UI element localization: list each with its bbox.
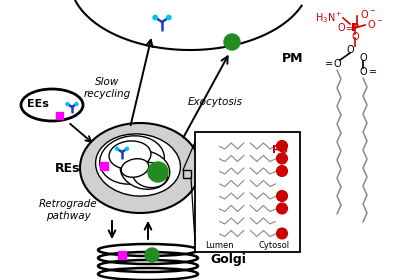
- Text: Cytosol: Cytosol: [259, 241, 290, 251]
- Text: O: O: [333, 59, 341, 69]
- Ellipse shape: [120, 151, 170, 189]
- Bar: [56, 112, 63, 119]
- Circle shape: [276, 228, 288, 239]
- Ellipse shape: [100, 136, 164, 184]
- Circle shape: [208, 228, 218, 239]
- Circle shape: [276, 216, 288, 227]
- Text: Slow
recycling: Slow recycling: [83, 77, 131, 99]
- Circle shape: [208, 190, 218, 202]
- Circle shape: [224, 34, 240, 50]
- Text: REs: REs: [55, 162, 81, 174]
- Text: PS: PS: [272, 145, 288, 155]
- Circle shape: [276, 178, 288, 189]
- Circle shape: [276, 153, 288, 164]
- Bar: [100, 162, 108, 170]
- Circle shape: [208, 203, 218, 214]
- Ellipse shape: [109, 141, 151, 169]
- Text: =: =: [346, 24, 354, 34]
- Text: =: =: [369, 67, 377, 77]
- Text: O: O: [359, 67, 367, 77]
- Text: O: O: [351, 32, 359, 42]
- Circle shape: [276, 190, 288, 202]
- Circle shape: [75, 102, 78, 106]
- Text: Lumen: Lumen: [205, 241, 234, 251]
- Bar: [195, 132, 300, 252]
- Text: P: P: [351, 23, 359, 33]
- Circle shape: [208, 153, 218, 164]
- Circle shape: [276, 203, 288, 214]
- Text: O: O: [337, 23, 345, 33]
- Circle shape: [145, 248, 159, 262]
- Ellipse shape: [121, 159, 149, 177]
- Circle shape: [116, 147, 119, 150]
- Ellipse shape: [96, 134, 180, 196]
- Text: PM: PM: [282, 52, 304, 64]
- Circle shape: [208, 216, 218, 227]
- Text: O: O: [346, 45, 354, 55]
- Circle shape: [148, 162, 168, 182]
- Circle shape: [167, 15, 171, 20]
- Bar: [118, 251, 126, 259]
- Ellipse shape: [132, 162, 168, 188]
- Circle shape: [153, 15, 157, 20]
- Circle shape: [276, 165, 288, 176]
- Bar: [183, 170, 191, 178]
- Circle shape: [208, 141, 218, 151]
- Circle shape: [125, 147, 128, 150]
- Text: =: =: [325, 59, 333, 69]
- Circle shape: [208, 178, 218, 189]
- Text: $\mathregular{O^-}$: $\mathregular{O^-}$: [367, 18, 383, 30]
- Text: Golgi: Golgi: [210, 253, 246, 267]
- Text: $\mathregular{H_3N^+}$: $\mathregular{H_3N^+}$: [315, 11, 343, 25]
- Circle shape: [66, 102, 69, 106]
- Text: EEs: EEs: [27, 99, 49, 109]
- Circle shape: [276, 141, 288, 151]
- Text: O: O: [359, 53, 367, 63]
- Text: $\mathregular{O^-}$: $\mathregular{O^-}$: [360, 8, 376, 20]
- Circle shape: [208, 165, 218, 176]
- Ellipse shape: [80, 123, 200, 213]
- Text: Retrograde
pathway: Retrograde pathway: [39, 199, 97, 221]
- Text: Exocytosis: Exocytosis: [188, 97, 242, 107]
